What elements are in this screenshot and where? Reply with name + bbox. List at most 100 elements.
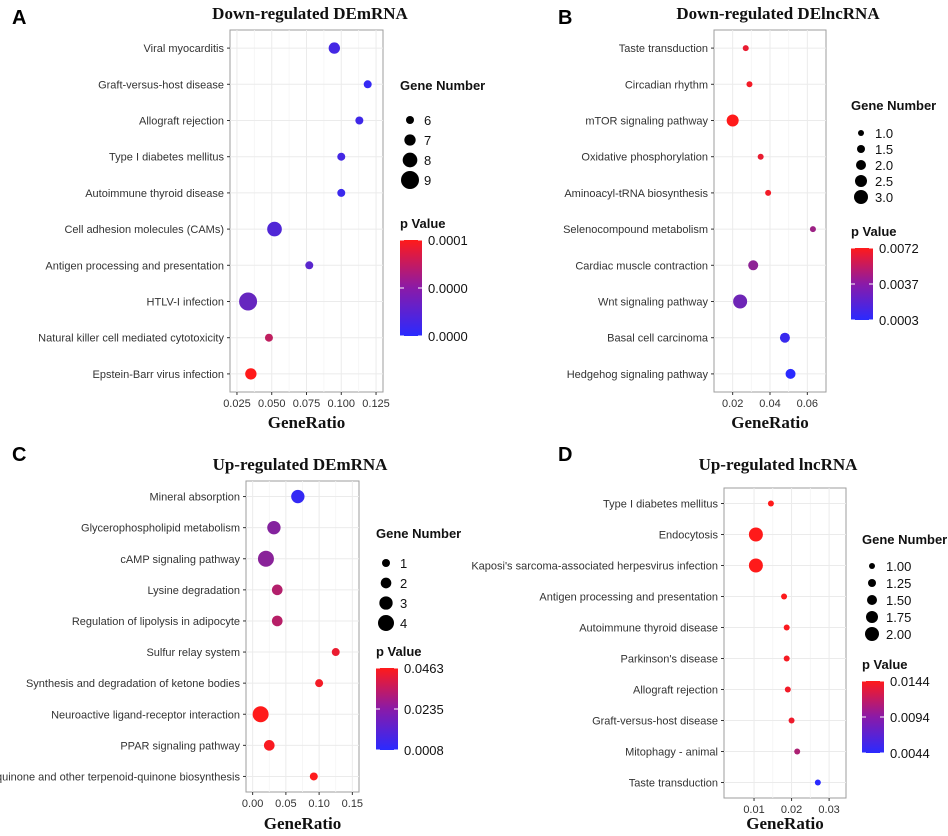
category-label: cAMP signaling pathway (120, 554, 240, 566)
panel-label: B (558, 7, 572, 29)
panel-c: C Up-regulated DEmRNA Mineral absorption Gl… (0, 444, 461, 833)
legend-color-title: p Value (400, 216, 446, 231)
category-label: HTLV-I infection (147, 297, 224, 309)
data-point (328, 42, 340, 54)
data-point (337, 188, 346, 197)
legend-size-dot (855, 175, 867, 187)
category-label: PPAR signaling pathway (120, 740, 240, 752)
color-bar-label: 0.0001 (428, 233, 468, 248)
x-axis-label: GeneRatio (268, 413, 345, 432)
data-point (783, 655, 790, 662)
data-point (363, 80, 372, 89)
color-bar-label: 0.0003 (879, 313, 919, 328)
legend-size-title: Gene Number (400, 78, 485, 93)
category-label: Type I diabetes mellitus (109, 152, 224, 164)
x-tick-label: 0.15 (342, 798, 363, 810)
x-tick-label: 0.04 (759, 398, 780, 410)
panel-title: Down-regulated DEmRNA (212, 4, 408, 23)
legend-size-dot (380, 577, 392, 589)
x-tick-label: 0.02 (722, 398, 743, 410)
data-point (239, 292, 258, 311)
category-label: Taste transduction (629, 778, 718, 790)
legend-size-dot (854, 190, 868, 204)
legend-size-label: 3.0 (875, 190, 893, 205)
color-bar-label: 0.0094 (890, 710, 930, 725)
data-point (785, 368, 796, 379)
legend-size-label: 1.75 (886, 610, 911, 625)
panel-a: A Down-regulated DEmRNA Viral myocarditis G… (12, 4, 485, 432)
category-label: mTOR signaling pathway (585, 116, 708, 128)
legend-size-label: 4 (400, 616, 407, 631)
category-label: Wnt signaling pathway (598, 297, 709, 309)
legend-size-dot (865, 627, 879, 641)
category-label: Cardiac muscle contraction (575, 260, 708, 272)
legend-size-dot (869, 563, 875, 569)
legend-size-dot (404, 134, 416, 146)
legend-size-dot (857, 145, 865, 153)
data-point (337, 152, 346, 161)
x-axis-label: GeneRatio (746, 814, 823, 833)
x-axis-label: GeneRatio (731, 413, 808, 432)
legend-size-dot (402, 152, 418, 168)
x-tick-label: 0.05 (275, 798, 296, 810)
data-point (331, 648, 340, 657)
category-label: Viral myocarditis (144, 43, 225, 55)
category-label: Mineral absorption (150, 492, 241, 504)
category-label: Antigen processing and presentation (45, 260, 224, 272)
x-tick-label: 0.10 (308, 798, 329, 810)
legend-color-title: p Value (851, 224, 897, 239)
category-label: Hedgehog signaling pathway (567, 369, 709, 381)
legend-size-label: 2.0 (875, 158, 893, 173)
x-tick-label: 0.050 (258, 398, 286, 410)
color-bar (400, 240, 422, 336)
legend-size-label: 1.50 (886, 593, 911, 608)
legend-size-dot (858, 130, 864, 136)
x-tick-label: 0.025 (223, 398, 251, 410)
category-label: Natural killer cell mediated cytotoxicit… (38, 333, 224, 345)
color-bar-label: 0.0037 (879, 277, 919, 292)
color-bar-label: 0.0008 (404, 743, 444, 758)
legend-size-dot (868, 579, 876, 587)
data-point (315, 679, 324, 688)
category-label: Epstein-Barr virus infection (93, 369, 224, 381)
data-point (271, 615, 283, 627)
data-point (794, 748, 801, 755)
data-point (779, 332, 790, 343)
category-label: Parkinson's disease (621, 654, 719, 666)
data-point (748, 527, 763, 542)
data-point (245, 368, 257, 380)
category-label: Neuroactive ligand-receptor interaction (51, 709, 240, 721)
data-point (783, 624, 790, 631)
data-point (271, 584, 283, 596)
category-label: Circadian rhythm (625, 79, 708, 91)
panel-label: D (558, 444, 572, 466)
data-point (726, 114, 739, 127)
x-axis-label: GeneRatio (264, 814, 341, 833)
category-label: Mitophagy - animal (625, 747, 718, 759)
panel-label: A (12, 7, 26, 29)
legend-color-title: p Value (862, 657, 908, 672)
legend-size-label: 7 (424, 133, 431, 148)
category-label: Lysine degradation (147, 585, 240, 597)
category-label: Regulation of lipolysis in adipocyte (72, 616, 240, 628)
legend-size-label: 6 (424, 113, 431, 128)
data-point (733, 294, 748, 309)
data-point (742, 45, 749, 52)
category-label: Autoimmune thyroid disease (579, 623, 718, 635)
color-bar (851, 248, 873, 320)
data-point (355, 116, 364, 125)
category-label: Type I diabetes mellitus (603, 499, 718, 511)
category-label: Glycerophospholipid metabolism (81, 523, 240, 535)
category-label: Selenocompound metabolism (563, 224, 708, 236)
category-label: Basal cell carcinoma (607, 333, 709, 345)
category-label: Kaposi's sarcoma-associated herpesvirus … (471, 561, 718, 573)
category-label: Graft-versus-host disease (98, 79, 224, 91)
category-label: Graft-versus-host disease (592, 716, 718, 728)
data-point (748, 558, 763, 573)
color-bar (376, 668, 398, 750)
legend-size-dot (379, 596, 393, 610)
legend-size-title: Gene Number (862, 532, 947, 547)
data-point (814, 779, 821, 786)
x-tick-label: 0.00 (242, 798, 263, 810)
